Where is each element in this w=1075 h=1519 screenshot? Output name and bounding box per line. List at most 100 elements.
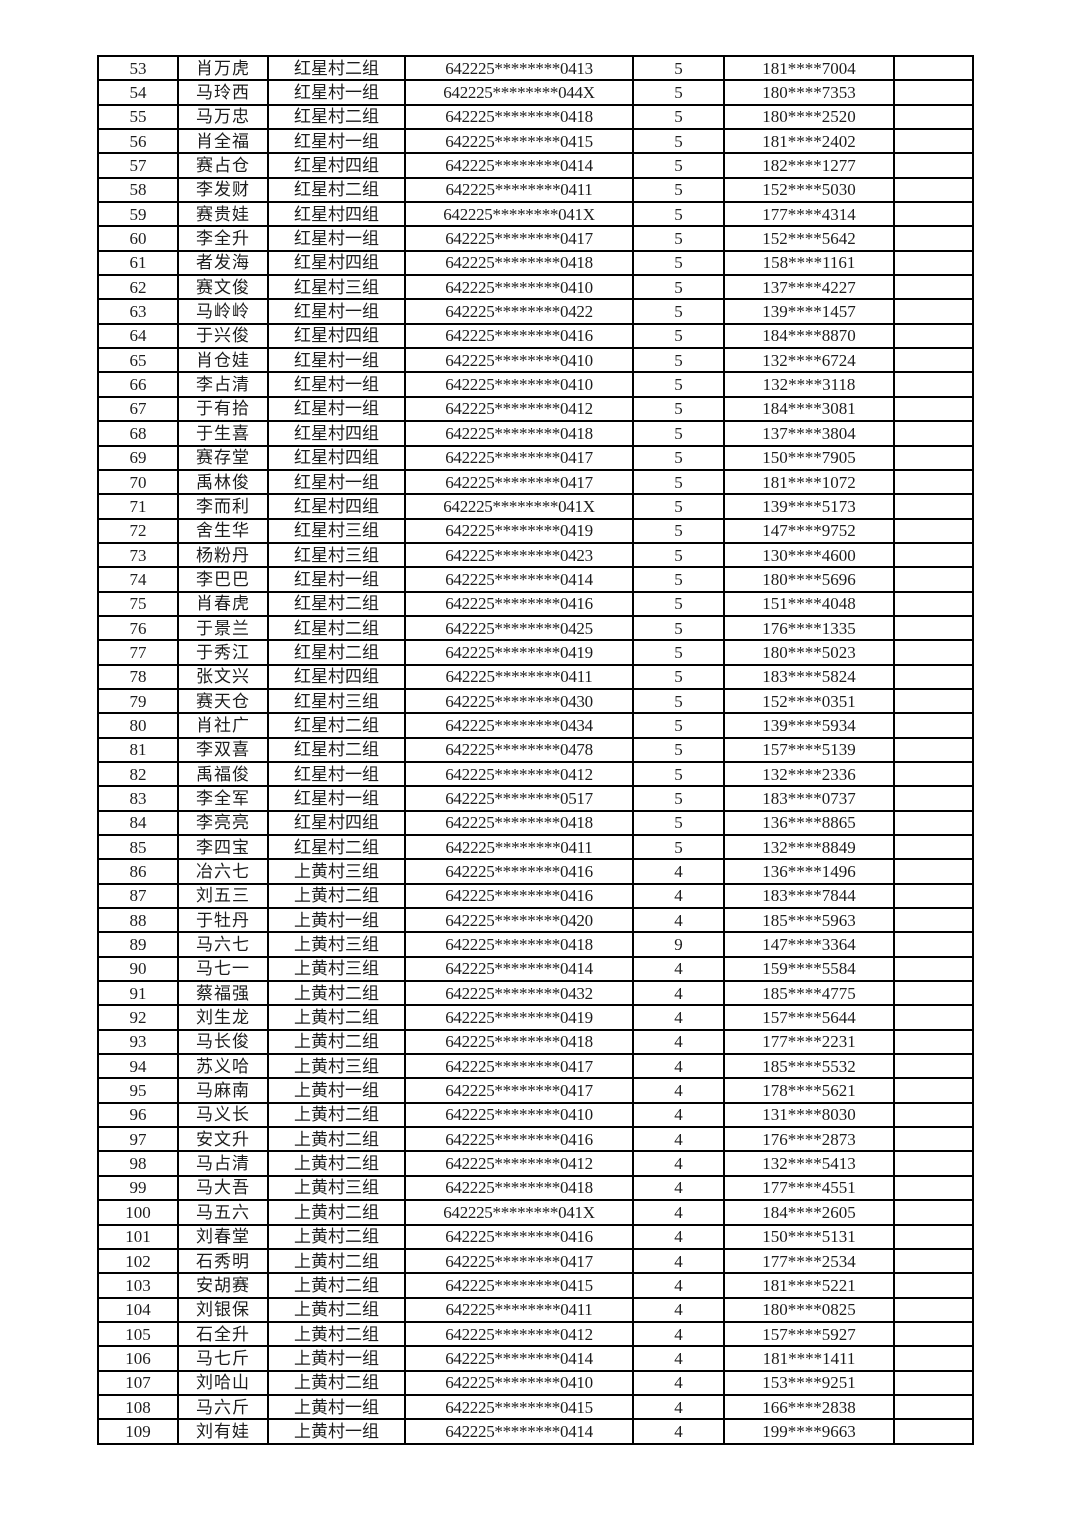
cell-serial-number: 89 [97, 931, 179, 958]
cell-person-name: 刘生龙 [177, 1004, 269, 1031]
cell-serial-number: 109 [97, 1418, 179, 1445]
cell-masked-id-number: 642225********0417 [404, 1053, 634, 1080]
cell-member-count: 5 [632, 541, 725, 569]
cell-masked-phone: 181****5221 [723, 1272, 895, 1299]
cell-person-name: 李巴巴 [177, 566, 269, 593]
table-row: 57 赛占仓 红星村四组 642225********0414 5 182***… [97, 152, 974, 179]
table-row: 84 李亮亮 红星村四组 642225********0418 5 136***… [97, 809, 974, 837]
cell-masked-id-number: 642225********0418 [404, 1174, 634, 1202]
cell-member-count: 5 [632, 201, 725, 228]
table-row: 102 石秀明 上黄村二组 642225********0417 4 177**… [97, 1247, 974, 1275]
cell-member-count: 5 [632, 468, 725, 496]
cell-blank [893, 931, 974, 958]
cell-village-group: 红星村四组 [267, 444, 406, 471]
cell-masked-id-number: 642225********0410 [404, 1101, 634, 1129]
cell-masked-phone: 180****7353 [723, 79, 895, 106]
cell-member-count: 9 [632, 931, 725, 958]
cell-masked-phone: 139****5173 [723, 493, 895, 520]
cell-member-count: 5 [632, 347, 725, 374]
cell-blank [893, 833, 974, 861]
cell-masked-phone: 131****8030 [723, 1101, 895, 1129]
cell-member-count: 4 [632, 1101, 725, 1129]
cell-person-name: 舍生华 [177, 517, 269, 544]
table-body: 53 肖万虎 红星村二组 642225********0413 5 181***… [97, 54, 974, 1445]
cell-serial-number: 83 [97, 785, 179, 812]
table-row: 70 禹林俊 红星村一组 642225********0417 5 181***… [97, 468, 974, 496]
cell-member-count: 5 [632, 566, 725, 593]
cell-masked-id-number: 642225********0478 [404, 736, 634, 763]
cell-person-name: 石秀明 [177, 1247, 269, 1275]
cell-village-group: 红星村一组 [267, 395, 406, 423]
cell-masked-id-number: 642225********0417 [404, 468, 634, 496]
cell-member-count: 4 [632, 955, 725, 983]
cell-masked-phone: 136****8865 [723, 809, 895, 837]
cell-person-name: 赛占仓 [177, 152, 269, 179]
cell-serial-number: 53 [97, 54, 179, 82]
table-row: 87 刘五三 上黄村二组 642225********0416 4 183***… [97, 882, 974, 910]
cell-blank [893, 395, 974, 423]
cell-blank [893, 907, 974, 934]
cell-masked-phone: 184****3081 [723, 395, 895, 423]
cell-masked-id-number: 642225********041X [404, 201, 634, 228]
cell-person-name: 于生喜 [177, 420, 269, 447]
cell-masked-id-number: 642225********041X [404, 493, 634, 520]
cell-blank [893, 1101, 974, 1129]
cell-serial-number: 60 [97, 225, 179, 252]
cell-person-name: 安文升 [177, 1126, 269, 1153]
table-row: 98 马占清 上黄村二组 642225********0412 4 132***… [97, 1150, 974, 1177]
cell-person-name: 李四宝 [177, 833, 269, 861]
cell-serial-number: 85 [97, 833, 179, 861]
cell-serial-number: 90 [97, 955, 179, 983]
cell-village-group: 上黄村一组 [267, 1345, 406, 1372]
cell-blank [893, 1126, 974, 1153]
cell-member-count: 5 [632, 128, 725, 155]
cell-serial-number: 78 [97, 663, 179, 690]
cell-member-count: 4 [632, 1272, 725, 1299]
cell-member-count: 5 [632, 809, 725, 837]
cell-masked-id-number: 642225********041X [404, 1199, 634, 1226]
cell-masked-phone: 166****2838 [723, 1393, 895, 1421]
cell-serial-number: 102 [97, 1247, 179, 1275]
cell-masked-phone: 152****5030 [723, 176, 895, 204]
cell-member-count: 4 [632, 1393, 725, 1421]
cell-person-name: 马玲西 [177, 79, 269, 106]
cell-person-name: 马长俊 [177, 1028, 269, 1056]
cell-person-name: 马七斤 [177, 1345, 269, 1372]
cell-masked-id-number: 642225********0420 [404, 907, 634, 934]
cell-village-group: 红星村二组 [267, 103, 406, 131]
cell-member-count: 5 [632, 371, 725, 398]
cell-blank [893, 955, 974, 983]
cell-masked-phone: 185****5532 [723, 1053, 895, 1080]
cell-village-group: 红星村四组 [267, 249, 406, 277]
cell-village-group: 上黄村二组 [267, 1296, 406, 1323]
table-row: 62 赛文俊 红星村三组 642225********0410 5 137***… [97, 274, 974, 301]
cell-member-count: 5 [632, 152, 725, 179]
cell-person-name: 马六七 [177, 931, 269, 958]
cell-member-count: 5 [632, 444, 725, 471]
cell-member-count: 4 [632, 1077, 725, 1104]
cell-blank [893, 468, 974, 496]
cell-masked-id-number: 642225********0415 [404, 128, 634, 155]
cell-masked-phone: 181****1072 [723, 468, 895, 496]
cell-serial-number: 59 [97, 201, 179, 228]
cell-serial-number: 75 [97, 590, 179, 617]
cell-masked-id-number: 642225********0419 [404, 517, 634, 544]
cell-masked-id-number: 642225********0411 [404, 176, 634, 204]
cell-blank [893, 176, 974, 204]
cell-village-group: 红星村一组 [267, 785, 406, 812]
cell-masked-phone: 184****8870 [723, 322, 895, 350]
cell-serial-number: 71 [97, 493, 179, 520]
cell-village-group: 红星村四组 [267, 201, 406, 228]
cell-masked-id-number: 642225********0434 [404, 712, 634, 739]
cell-serial-number: 97 [97, 1126, 179, 1153]
cell-masked-phone: 152****5642 [723, 225, 895, 252]
cell-serial-number: 64 [97, 322, 179, 350]
cell-person-name: 赛存堂 [177, 444, 269, 471]
table-row: 67 于有拾 红星村一组 642225********0412 5 184***… [97, 395, 974, 423]
cell-member-count: 4 [632, 1345, 725, 1372]
cell-serial-number: 92 [97, 1004, 179, 1031]
cell-blank [893, 1028, 974, 1056]
cell-masked-id-number: 642225********0419 [404, 639, 634, 666]
cell-masked-id-number: 642225********0410 [404, 274, 634, 301]
